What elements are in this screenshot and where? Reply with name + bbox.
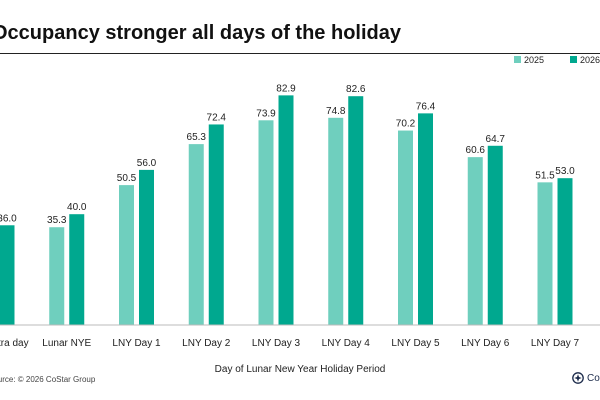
data-label-2025-1: 35.3 xyxy=(47,215,67,226)
x-tick-label-2: LNY Day 1 xyxy=(112,338,161,349)
costar-logo-icon xyxy=(572,372,584,384)
bar-2025-8 xyxy=(537,182,553,325)
x-tick-label-5: LNY Day 4 xyxy=(322,338,371,349)
logo-text: CoStar xyxy=(587,372,600,384)
data-label-2026-5: 82.6 xyxy=(346,84,366,95)
bar-2026-1 xyxy=(69,214,85,325)
data-label-2026-3: 72.4 xyxy=(207,112,227,123)
legend-label-2025: 2025 xyxy=(524,55,544,65)
source-note: Source: © 2026 CoStar Group xyxy=(0,375,96,384)
legend-label-2026: 2026 xyxy=(580,55,600,65)
legend: 2025 2026 xyxy=(514,55,600,65)
bar-2026-5 xyxy=(348,96,364,325)
bar-2025-6 xyxy=(398,130,413,325)
data-label-2025-4: 73.9 xyxy=(256,108,276,119)
bar-2026-0 xyxy=(0,225,15,325)
x-axis-title: Day of Lunar New Year Holiday Period xyxy=(215,364,386,375)
chart-title: Occupancy stronger all days of the holid… xyxy=(0,22,401,44)
x-tick-labels: LNY extra day Lunar NYE LNY Day 1 LNY Day 2… xyxy=(0,338,580,349)
data-label-2026-0: 36.0 xyxy=(0,213,17,224)
data-label-2025-3: 65.3 xyxy=(187,132,207,143)
bar-2025-2 xyxy=(119,185,134,325)
data-label-2026-2: 56.0 xyxy=(137,158,157,169)
data-label-2025-2: 50.5 xyxy=(117,173,137,184)
bar-2025-3 xyxy=(188,144,204,325)
bar-2025-4 xyxy=(258,120,274,325)
data-label-2025-5: 74.8 xyxy=(326,106,346,117)
x-tick-label-7: LNY Day 6 xyxy=(461,338,510,349)
data-label-2026-4: 82.9 xyxy=(276,83,296,94)
x-tick-label-8: LNY Day 7 xyxy=(531,338,580,349)
bar-2026-3 xyxy=(208,124,224,326)
data-label-2026-1: 40.0 xyxy=(67,202,87,213)
bar-2025-5 xyxy=(328,117,344,325)
data-labels: 30.536.035.340.050.556.065.372.473.982.9… xyxy=(0,83,575,226)
bar-2026-6 xyxy=(418,113,433,325)
title-rule xyxy=(0,53,600,54)
bar-2026-8 xyxy=(557,178,573,325)
bar-2025-1 xyxy=(49,227,65,325)
data-label-2025-7: 60.6 xyxy=(466,145,486,156)
x-tick-label-3: LNY Day 2 xyxy=(182,338,231,349)
x-tick-label-6: LNY Day 5 xyxy=(391,338,440,349)
legend-swatch-2025 xyxy=(514,56,521,63)
x-tick-label-4: LNY Day 3 xyxy=(252,338,301,349)
x-tick-label-0: LNY extra day xyxy=(0,338,29,349)
bar-2026-7 xyxy=(487,145,503,325)
data-label-2026-7: 64.7 xyxy=(486,134,506,145)
bar-2025-7 xyxy=(467,157,483,325)
costar-logo: CoStar xyxy=(572,372,600,384)
data-label-2026-6: 76.4 xyxy=(416,101,436,112)
bars xyxy=(0,95,573,326)
bar-2026-2 xyxy=(139,169,154,325)
data-label-2025-8: 51.5 xyxy=(535,170,555,181)
x-tick-label-1: Lunar NYE xyxy=(42,338,91,349)
bar-2026-4 xyxy=(278,95,294,325)
legend-swatch-2026 xyxy=(570,56,577,63)
data-label-2025-6: 70.2 xyxy=(396,119,416,130)
data-label-2026-8: 53.0 xyxy=(555,166,575,177)
